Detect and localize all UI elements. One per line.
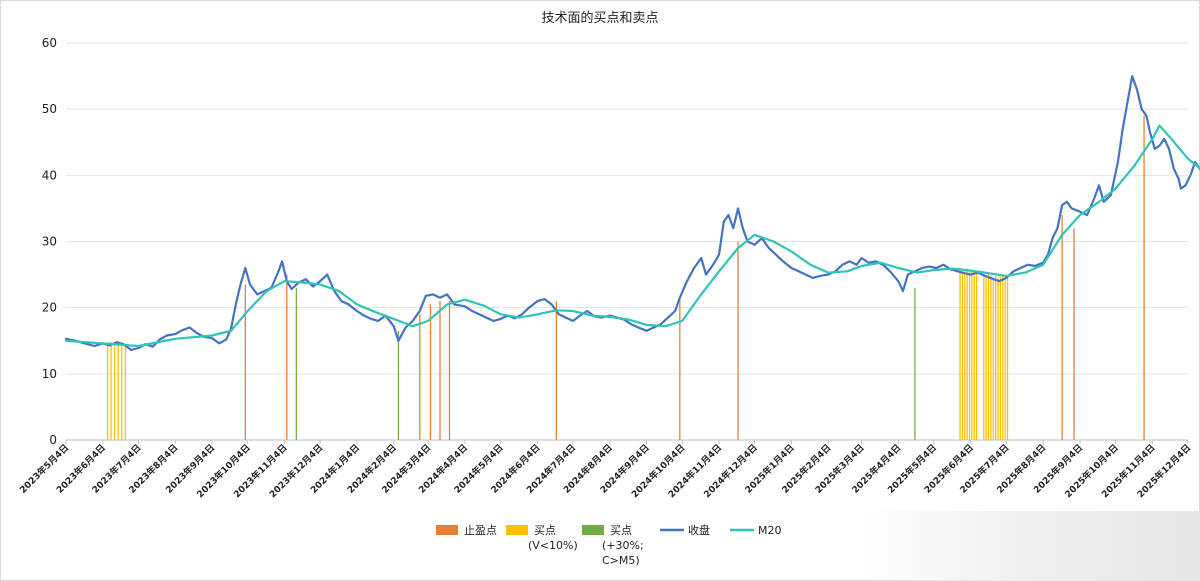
y-tick-label: 10 [42, 367, 57, 381]
y-tick-label: 50 [42, 102, 57, 116]
legend: 止盈点 买点 (V<10%) 买点 (+30%; C>M5) 收盘 M20 [436, 523, 782, 567]
legend-label: (+30%; [602, 539, 644, 552]
legend-label: C>M5) [602, 554, 640, 567]
corner-shade [860, 511, 1200, 581]
y-tick-label: 60 [42, 36, 57, 50]
series-lines [64, 74, 1200, 352]
y-tick-label: 0 [49, 433, 57, 447]
series-line-m20 [64, 124, 1200, 348]
legend-label: 买点 [610, 524, 632, 537]
y-tick-label: 20 [42, 301, 57, 315]
series-line-close [64, 74, 1200, 352]
legend-label: (V<10%) [528, 539, 578, 552]
legend-label: 止盈点 [464, 524, 497, 537]
legend-label: M20 [758, 524, 782, 537]
y-tick-label: 30 [42, 235, 57, 249]
axes: 01020304050602023年5月4日2023年6月4日2023年7月4日… [17, 36, 1193, 500]
y-tick-label: 40 [42, 168, 57, 182]
legend-swatch [436, 525, 458, 535]
legend-label: 买点 [534, 524, 556, 537]
grid [66, 42, 1188, 441]
legend-label: 收盘 [688, 523, 710, 537]
signal-bars [106, 115, 1145, 440]
legend-swatch [506, 525, 528, 535]
legend-swatch [582, 525, 604, 535]
chart-title: 技术面的买点和卖点 [541, 10, 658, 26]
